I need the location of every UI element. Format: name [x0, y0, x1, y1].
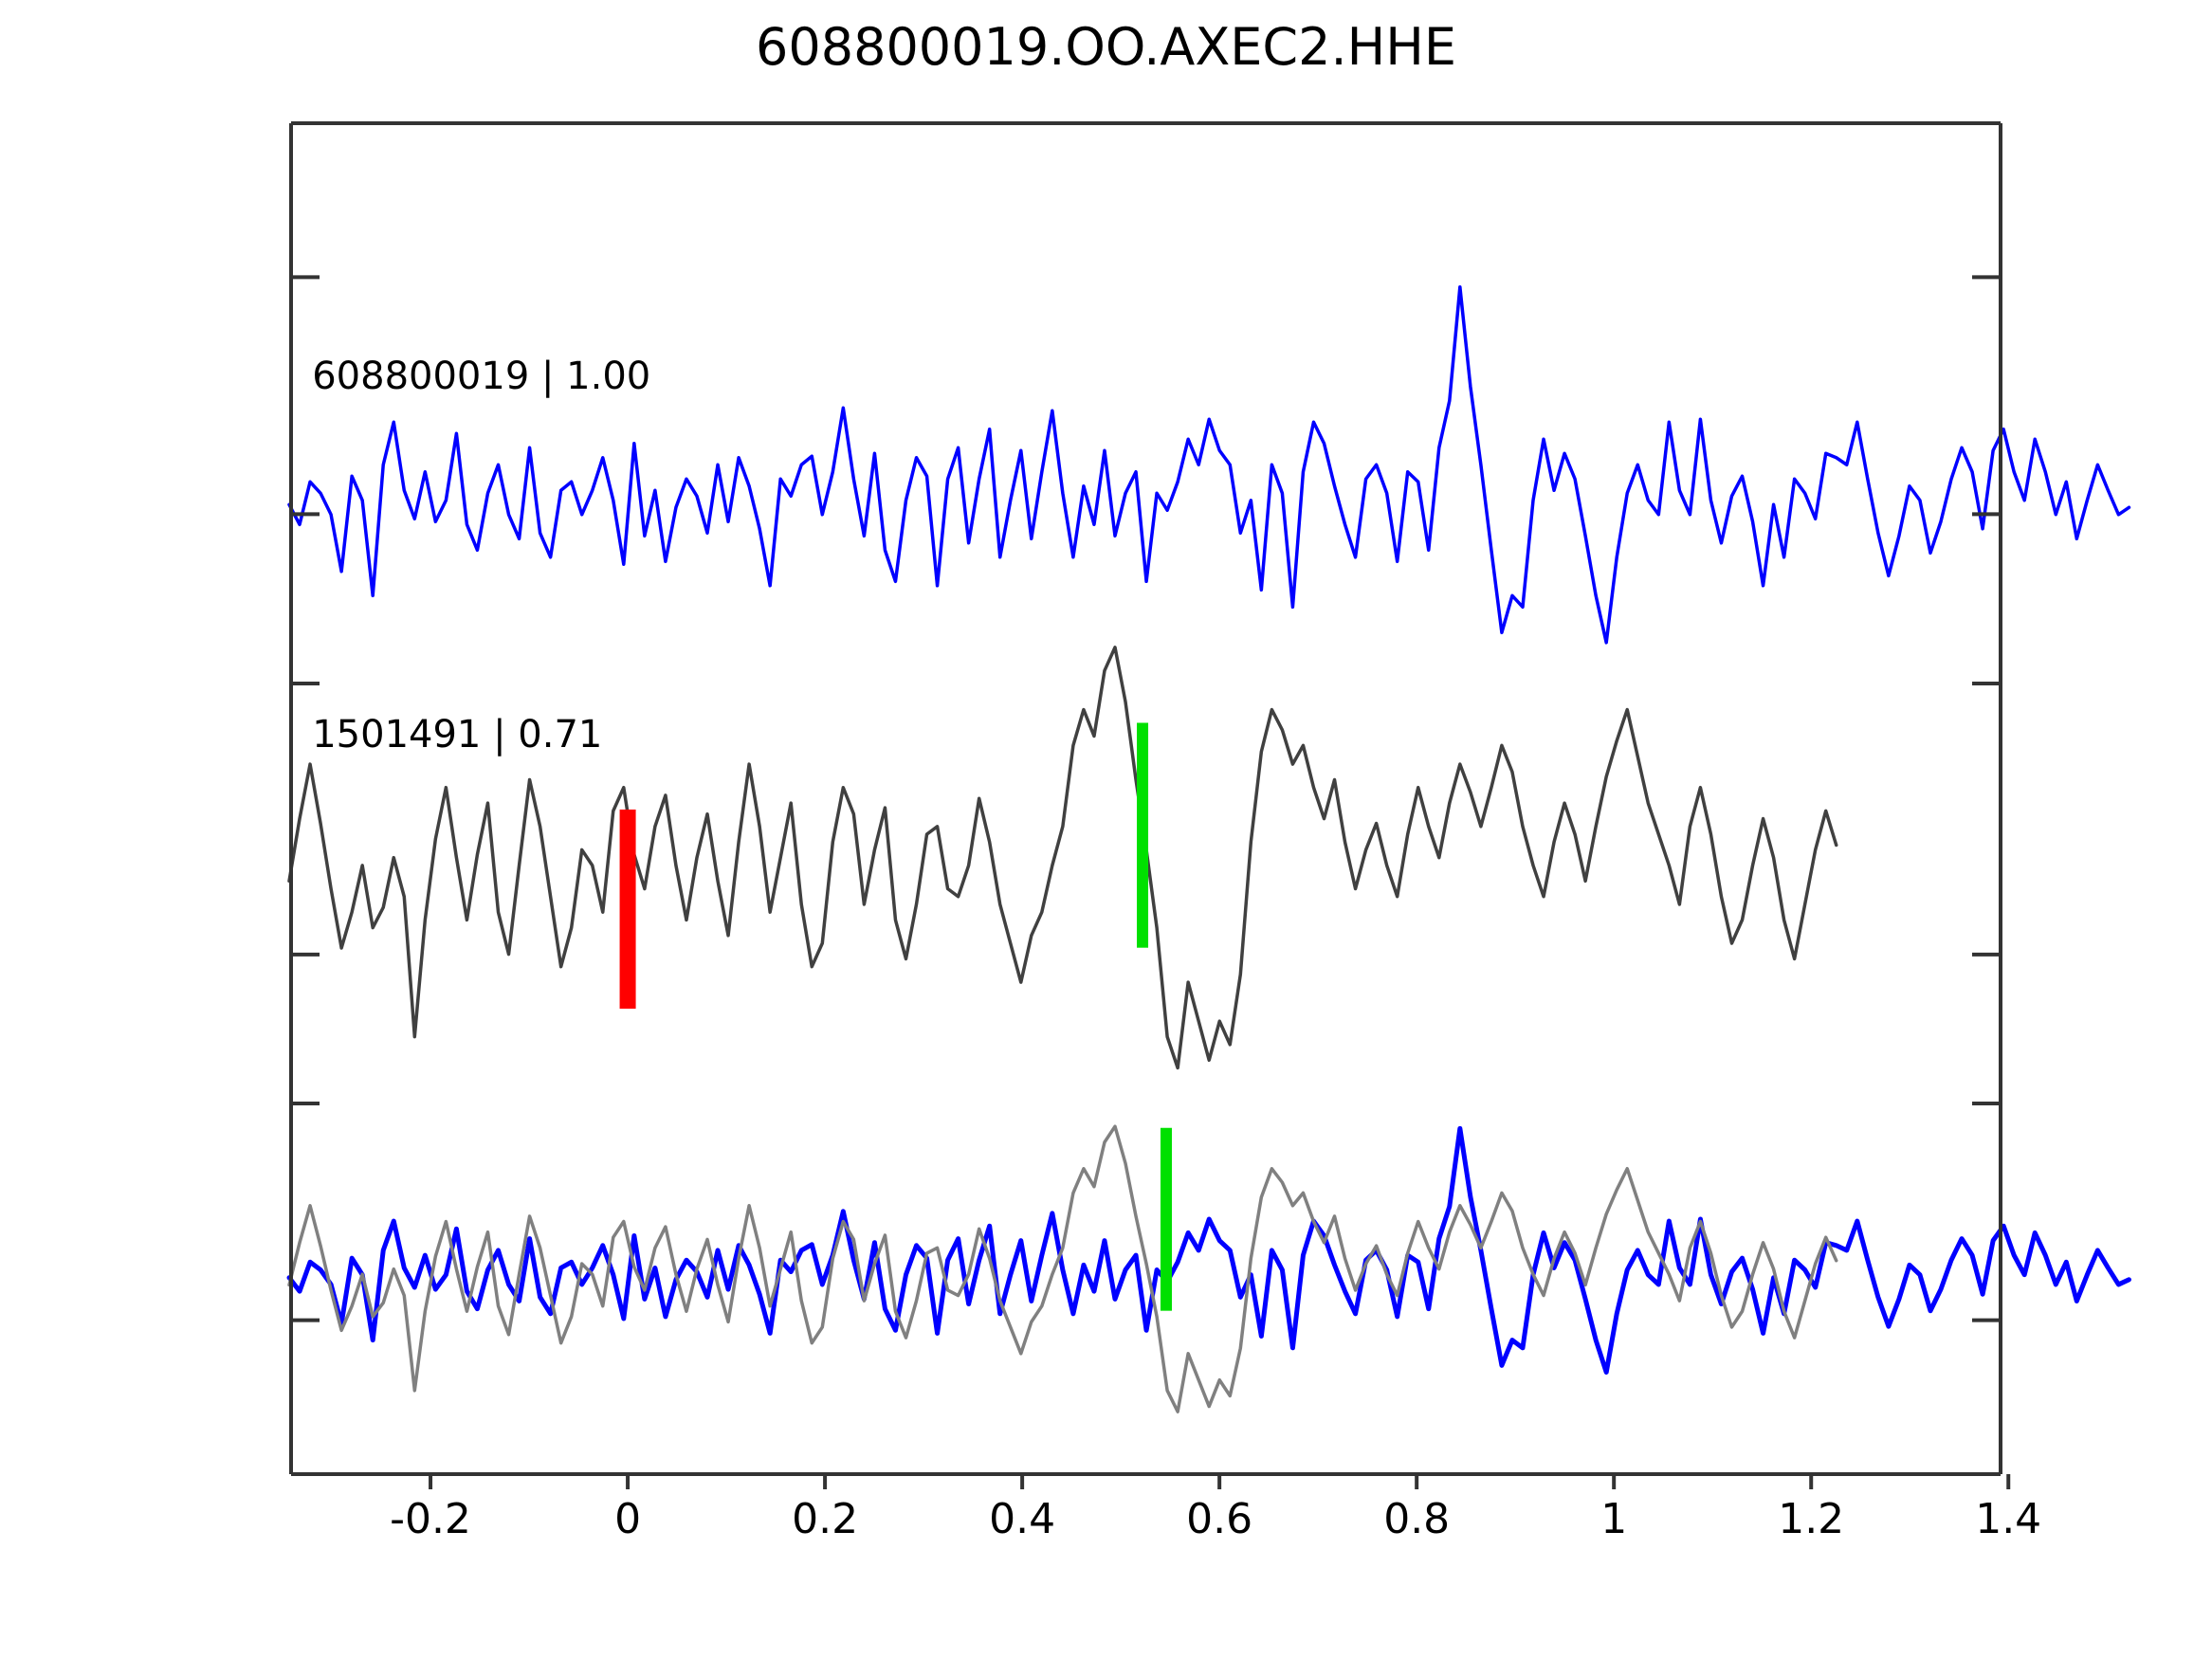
trace-label-detection: 1501491 | 0.71: [312, 713, 603, 757]
waveform-template-waveform: [287, 284, 2131, 645]
axes-spines: [289, 121, 2002, 1476]
waveform-plot-svg: [286, 121, 2131, 1489]
x-tick-label-2: 0.2: [792, 1495, 859, 1543]
waveform-traces: [286, 284, 2131, 1413]
trace-label-template: 608800019 | 1.00: [312, 354, 651, 398]
page-title: 608800019.OO.AXEC2.HHE: [756, 17, 1456, 77]
axes-ticks: [291, 275, 2011, 1489]
plot-axes: [286, 121, 2131, 1489]
pick-markers: [619, 722, 1172, 1311]
origin-time-marker: [619, 809, 636, 1009]
x-axis-tick-labels: -0.2 0 0.2 0.4 0.6 0.8 1 1.2 1.4: [289, 1495, 2041, 1561]
x-tick-label-6: 1: [1600, 1495, 1628, 1543]
x-tick-label-5: 0.8: [1383, 1495, 1451, 1543]
x-tick-label-3: 0.4: [989, 1495, 1056, 1543]
x-tick-label-0: -0.2: [390, 1495, 471, 1543]
phase-pick-marker-detection: [1160, 1127, 1172, 1311]
waveform-detection-waveform: [287, 646, 1838, 1070]
waveform-overlay-template: [286, 1125, 2131, 1376]
waveform-overlay-detection: [287, 1124, 1838, 1413]
x-tick-label-4: 0.6: [1186, 1495, 1253, 1543]
phase-pick-marker-template: [1137, 722, 1149, 948]
x-tick-label-8: 1.4: [1975, 1495, 2042, 1543]
x-tick-label-7: 1.2: [1778, 1495, 1845, 1543]
x-tick-label-1: 0: [614, 1495, 642, 1543]
